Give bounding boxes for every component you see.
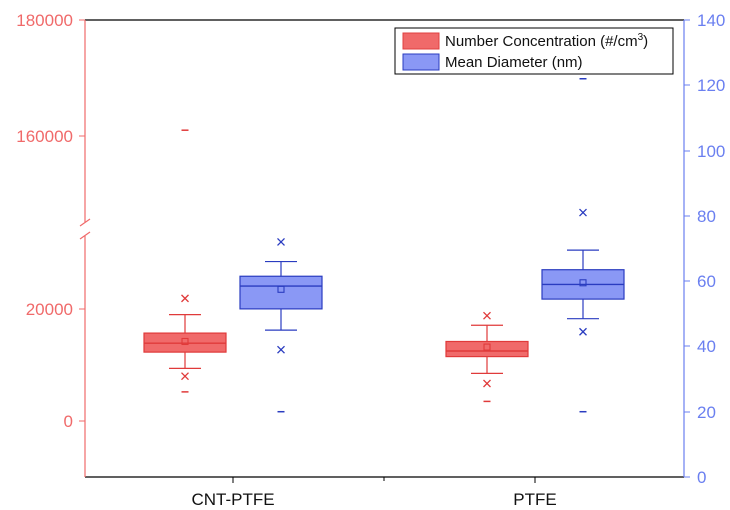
right-tick-label: 60 bbox=[697, 272, 716, 291]
legend-frame bbox=[394, 27, 674, 75]
legend-label-sup: 3 bbox=[638, 32, 644, 43]
mean-marker bbox=[181, 337, 189, 346]
outlier-marker bbox=[181, 294, 189, 303]
outlier-marker bbox=[181, 372, 189, 381]
legend-label-main: Number Concentration (#/cm bbox=[445, 33, 638, 50]
box bbox=[445, 340, 529, 358]
legend-swatch-diameter bbox=[402, 53, 440, 71]
left-axis-ticks bbox=[79, 19, 85, 422]
axis-break-mark-bottom bbox=[79, 231, 91, 240]
right-tick-label: 0 bbox=[697, 468, 706, 487]
right-tick-label: 120 bbox=[697, 76, 725, 95]
mean-marker bbox=[277, 285, 285, 293]
legend-label-end: ) bbox=[643, 33, 648, 50]
outlier-marker bbox=[483, 379, 491, 388]
outlier-marker bbox=[277, 238, 285, 246]
outlier-marker bbox=[579, 208, 587, 217]
left-tick-label: 0 bbox=[64, 412, 73, 431]
right-tick-label: 20 bbox=[697, 403, 716, 422]
right-tick-label: 140 bbox=[697, 11, 725, 30]
box-plots bbox=[143, 78, 625, 413]
right-tick-label: 40 bbox=[697, 337, 716, 356]
right-tick-label: 80 bbox=[697, 207, 716, 226]
legend-label-concentration: Number Concentration (#/cm3) bbox=[445, 32, 648, 50]
x-tick-label: PTFE bbox=[513, 490, 556, 509]
outlier-marker bbox=[579, 327, 587, 336]
mean-marker bbox=[483, 343, 491, 351]
right-axis-ticks bbox=[684, 19, 690, 478]
mean-marker bbox=[579, 279, 587, 287]
legend: Number Concentration (#/cm3) Mean Diamet… bbox=[394, 27, 674, 75]
plot-area: CNT-PTFE PTFE 180000 160000 20000 0 140 … bbox=[16, 11, 725, 509]
x-tick-label: CNT-PTFE bbox=[191, 490, 274, 509]
legend-swatch-concentration bbox=[402, 32, 440, 50]
right-tick-label: 100 bbox=[697, 142, 725, 161]
left-tick-label: 180000 bbox=[16, 11, 73, 30]
outlier-marker bbox=[277, 345, 285, 354]
left-tick-label: 20000 bbox=[26, 300, 73, 319]
legend-label-diameter: Mean Diameter (nm) bbox=[445, 54, 583, 71]
axis-break-mark-top bbox=[79, 218, 91, 227]
left-tick-label: 160000 bbox=[16, 127, 73, 146]
outlier-marker bbox=[483, 311, 491, 320]
